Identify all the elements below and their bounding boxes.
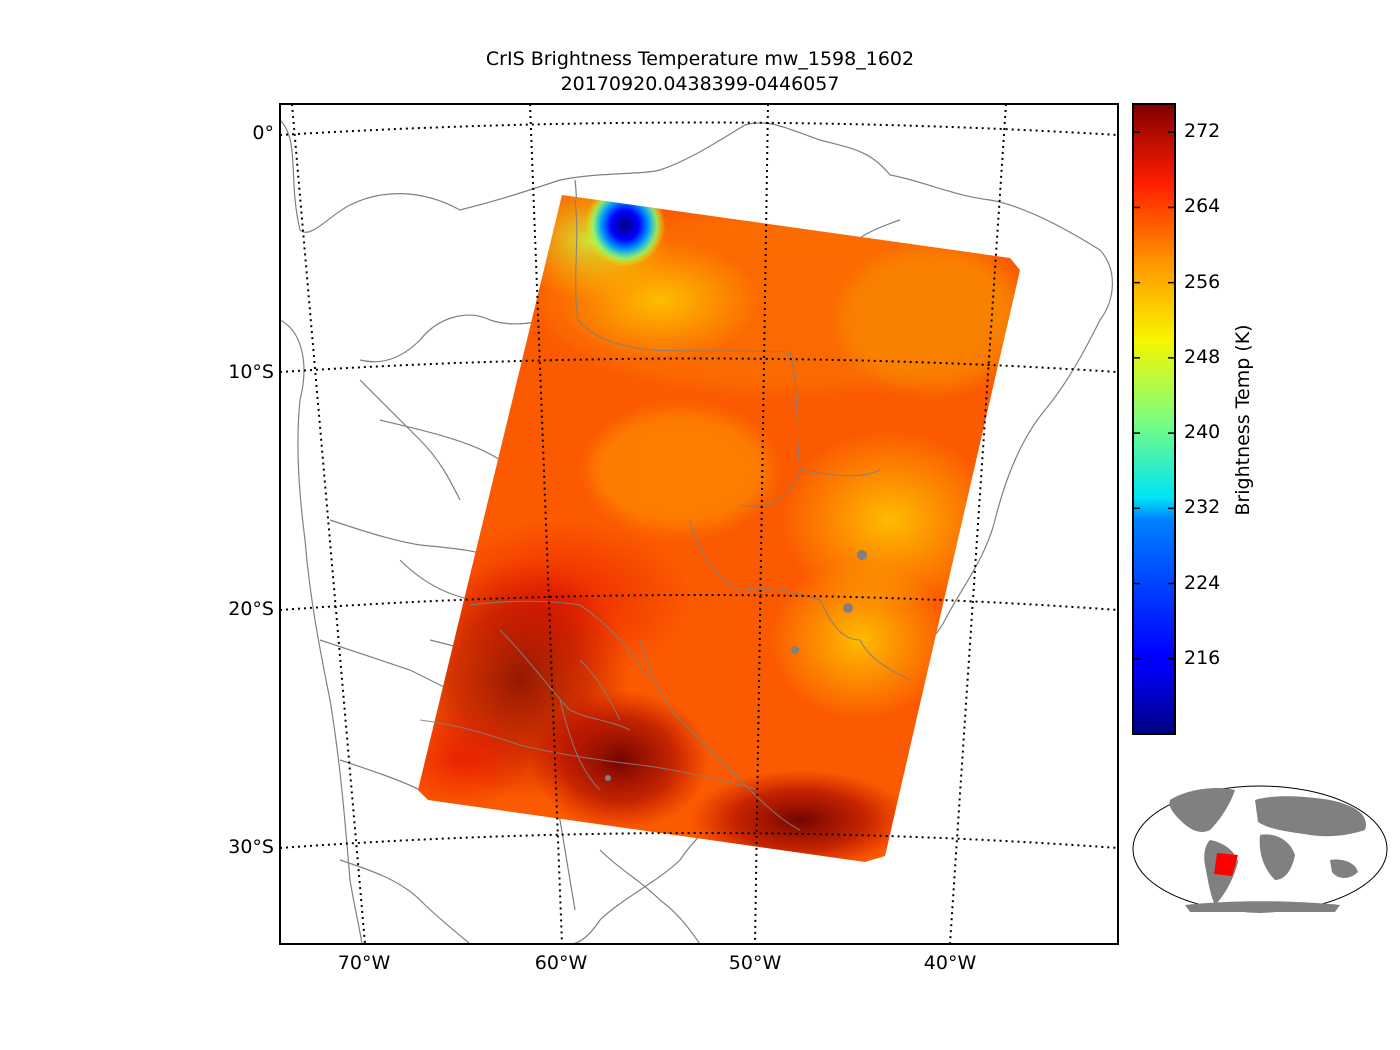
colorbar-tick-label: 240 [1184, 421, 1221, 444]
lat-label-10s: 10°S [228, 361, 274, 383]
lat-label-20s: 20°S [228, 598, 274, 620]
lon-label-50w: 50°W [728, 952, 782, 974]
graticule [280, 104, 1118, 944]
colorbar-tick-label: 248 [1184, 345, 1221, 368]
colorbar-tick-label: 232 [1184, 496, 1221, 519]
colorbar-tick-label: 256 [1184, 270, 1221, 293]
brightness-swath [418, 195, 1020, 862]
map-frame [279, 103, 1119, 945]
map-title: CrIS Brightness Temperature mw_1598_1602 [485, 48, 915, 70]
colorbar-ticks [1133, 131, 1175, 660]
colorbar-title: Brightness Temp (K) [1232, 324, 1254, 516]
lakes [605, 550, 867, 781]
colorbar-tick-label: 264 [1184, 195, 1221, 218]
colorbar-tick-label: 272 [1184, 120, 1221, 143]
lon-label-60w: 60°W [534, 952, 588, 974]
lat-label-0: 0° [252, 122, 274, 144]
colorbar-tick-label: 216 [1184, 646, 1221, 669]
lon-label-40w: 40°W [923, 952, 977, 974]
map-subtitle: 20170920.0438399-0446057 [560, 73, 840, 95]
world-locator-inset [1132, 785, 1388, 913]
colorbar-tick-label: 224 [1184, 571, 1221, 594]
lon-label-70w: 70°W [337, 952, 391, 974]
inset-swath-highlight [1214, 853, 1238, 876]
colorbar [1132, 103, 1176, 735]
borders-over-swath [419, 199, 911, 831]
lat-label-30s: 30°S [228, 836, 274, 858]
